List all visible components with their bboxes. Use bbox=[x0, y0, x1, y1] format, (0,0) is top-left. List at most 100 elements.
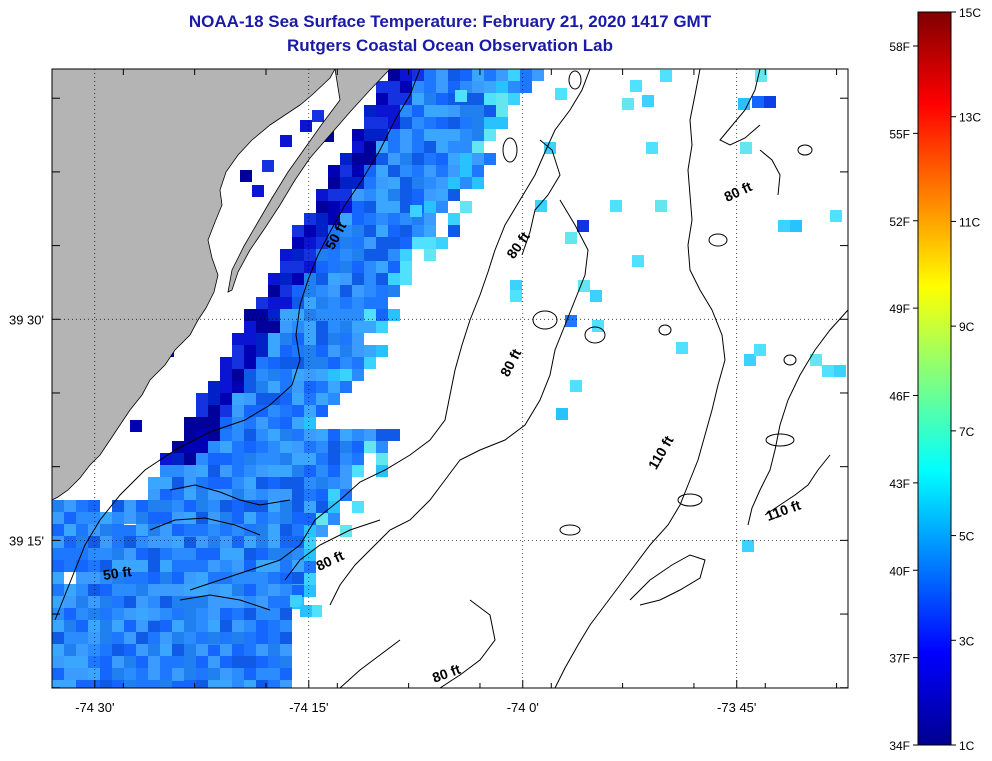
sst-cell bbox=[316, 429, 328, 441]
sst-cell bbox=[76, 632, 88, 644]
sst-cell bbox=[268, 417, 280, 429]
sst-cell bbox=[316, 453, 328, 465]
sst-cell bbox=[292, 548, 304, 560]
celsius-label: 13C bbox=[959, 111, 981, 125]
sst-cell bbox=[496, 69, 508, 81]
sst-cell bbox=[268, 584, 280, 596]
sst-cell bbox=[592, 320, 604, 332]
sst-cell bbox=[148, 512, 160, 524]
sst-cell bbox=[316, 309, 328, 321]
sst-cell bbox=[388, 177, 400, 189]
sst-cell bbox=[400, 117, 412, 129]
sst-cell bbox=[376, 309, 388, 321]
sst-cell bbox=[280, 548, 292, 560]
sst-cell bbox=[136, 548, 148, 560]
sst-cell bbox=[268, 524, 280, 536]
sst-cell bbox=[340, 285, 352, 297]
sst-cell bbox=[184, 656, 196, 668]
sst-cell bbox=[76, 680, 88, 688]
sst-cell bbox=[290, 595, 302, 607]
sst-cell bbox=[268, 536, 280, 548]
sst-cell bbox=[196, 429, 208, 441]
sst-cell bbox=[352, 129, 364, 141]
sst-cell bbox=[352, 273, 364, 285]
sst-cell bbox=[208, 584, 220, 596]
sst-cell bbox=[280, 465, 292, 477]
sst-cell bbox=[304, 213, 316, 225]
sst-cell bbox=[160, 668, 172, 680]
sst-cell bbox=[244, 668, 256, 680]
sst-cell bbox=[256, 596, 268, 608]
x-tick-label: -74 30' bbox=[75, 700, 114, 715]
sst-cell bbox=[112, 608, 124, 620]
sst-cell bbox=[148, 644, 160, 656]
sst-cell bbox=[244, 524, 256, 536]
sst-cell bbox=[508, 93, 520, 105]
sst-cell bbox=[136, 500, 148, 512]
sst-cell bbox=[436, 93, 448, 105]
sst-cell bbox=[280, 524, 292, 536]
sst-cell bbox=[364, 189, 376, 201]
sst-cell bbox=[292, 297, 304, 309]
sst-cell bbox=[64, 596, 76, 608]
sst-cell bbox=[148, 656, 160, 668]
sst-cell bbox=[256, 465, 268, 477]
sst-cell bbox=[262, 160, 274, 172]
sst-cell bbox=[232, 393, 244, 405]
sst-cell bbox=[424, 69, 436, 81]
sst-cell bbox=[340, 309, 352, 321]
sst-cell bbox=[268, 321, 280, 333]
sst-cell bbox=[316, 321, 328, 333]
sst-cell bbox=[364, 273, 376, 285]
sst-cell bbox=[256, 584, 268, 596]
sst-cell bbox=[834, 365, 846, 377]
sst-cell bbox=[520, 69, 532, 81]
sst-cell bbox=[160, 584, 172, 596]
sst-cell bbox=[388, 237, 400, 249]
sst-cell bbox=[124, 560, 136, 572]
sst-cell bbox=[316, 285, 328, 297]
sst-cell bbox=[136, 596, 148, 608]
sst-cell bbox=[424, 93, 436, 105]
sst-cell bbox=[268, 453, 280, 465]
sst-cell bbox=[810, 354, 822, 366]
sst-cell bbox=[76, 560, 88, 572]
sst-cell bbox=[196, 644, 208, 656]
sst-cell bbox=[460, 153, 472, 165]
sst-cell bbox=[340, 381, 352, 393]
sst-cell bbox=[292, 357, 304, 369]
sst-cell bbox=[52, 584, 64, 596]
sst-cell bbox=[196, 620, 208, 632]
sst-cell bbox=[424, 153, 436, 165]
sst-cell bbox=[148, 572, 160, 584]
sst-cell bbox=[388, 93, 400, 105]
sst-cell bbox=[76, 596, 88, 608]
sst-cell bbox=[622, 98, 634, 110]
sst-cell bbox=[472, 141, 484, 153]
sst-cell bbox=[208, 560, 220, 572]
sst-cell bbox=[136, 668, 148, 680]
sst-cell bbox=[172, 477, 184, 489]
map-subtitle: Rutgers Coastal Ocean Observation Lab bbox=[287, 36, 613, 55]
sst-cell bbox=[76, 500, 88, 512]
sst-cell bbox=[208, 632, 220, 644]
sst-cell bbox=[268, 644, 280, 656]
sst-cell bbox=[196, 656, 208, 668]
sst-cell bbox=[340, 297, 352, 309]
sst-cell bbox=[412, 81, 424, 93]
sst-cell bbox=[52, 500, 64, 512]
sst-cell bbox=[316, 273, 328, 285]
sst-cell bbox=[100, 632, 112, 644]
sst-cell bbox=[220, 453, 232, 465]
sst-cell bbox=[292, 417, 304, 429]
sst-cell bbox=[268, 596, 280, 608]
sst-cell bbox=[172, 632, 184, 644]
sst-cell bbox=[196, 548, 208, 560]
sst-cell bbox=[352, 249, 364, 261]
sst-cell bbox=[172, 584, 184, 596]
sst-cell bbox=[376, 345, 388, 357]
sst-cell bbox=[340, 369, 352, 381]
sst-cell bbox=[208, 608, 220, 620]
sst-cell bbox=[364, 105, 376, 117]
sst-cell bbox=[256, 453, 268, 465]
